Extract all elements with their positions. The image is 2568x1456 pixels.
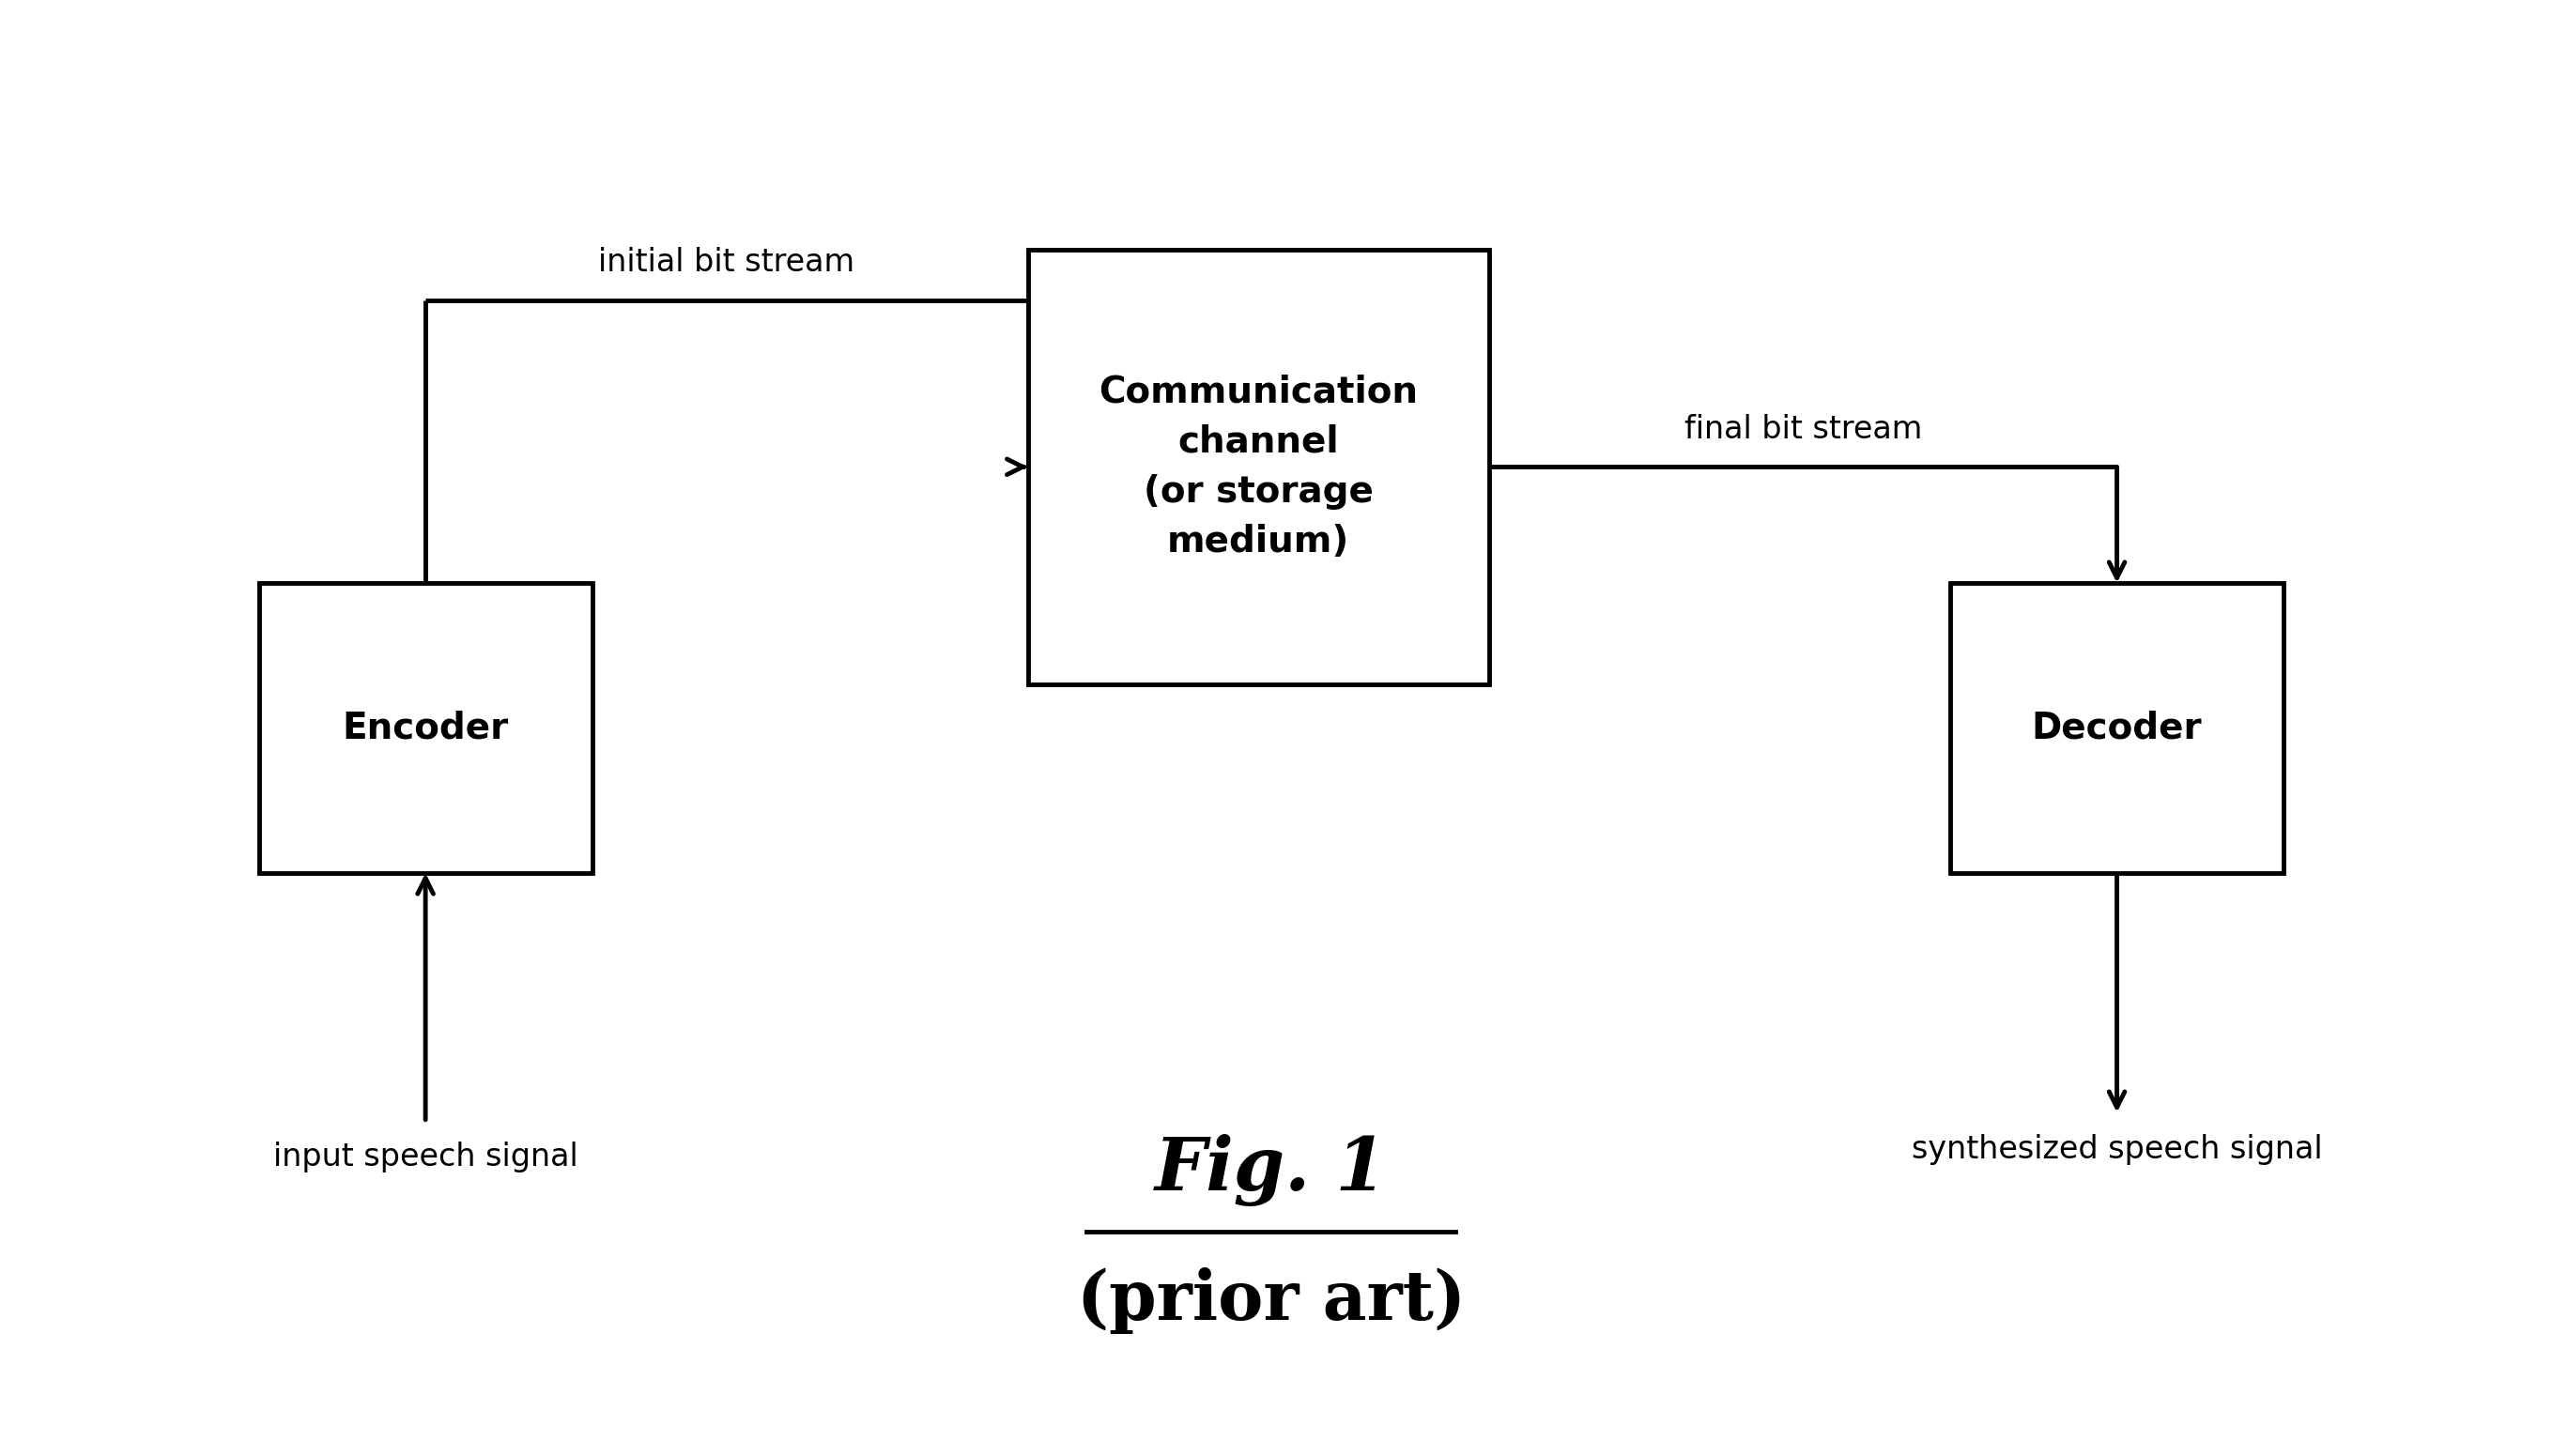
Text: initial bit stream: initial bit stream bbox=[598, 248, 855, 278]
Text: (prior art): (prior art) bbox=[1076, 1268, 1466, 1334]
Text: synthesized speech signal: synthesized speech signal bbox=[1911, 1134, 2321, 1165]
Text: Decoder: Decoder bbox=[2031, 711, 2203, 745]
FancyBboxPatch shape bbox=[259, 582, 593, 874]
Text: Encoder: Encoder bbox=[342, 711, 508, 745]
Text: final bit stream: final bit stream bbox=[1685, 414, 1921, 446]
FancyBboxPatch shape bbox=[1949, 582, 2283, 874]
FancyBboxPatch shape bbox=[1027, 249, 1489, 684]
Text: input speech signal: input speech signal bbox=[272, 1142, 578, 1172]
Text: Fig. 1: Fig. 1 bbox=[1156, 1134, 1387, 1207]
Text: Communication
channel
(or storage
medium): Communication channel (or storage medium… bbox=[1099, 374, 1418, 559]
